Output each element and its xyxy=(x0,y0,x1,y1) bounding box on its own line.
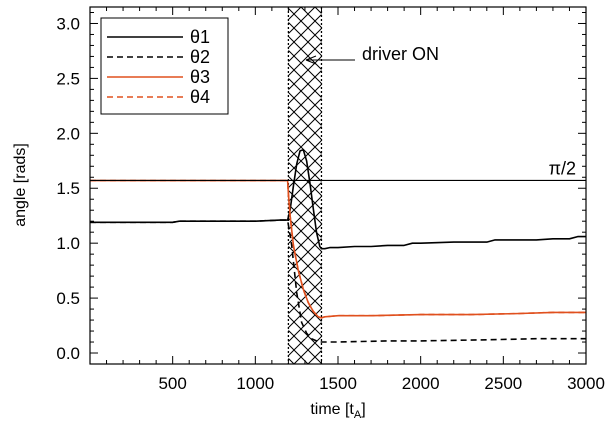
driver-annotation: driver ON xyxy=(305,44,439,65)
y-tick-label: 3.0 xyxy=(56,14,80,33)
legend-label-theta3: θ3 xyxy=(190,67,210,87)
x-tick-label: 500 xyxy=(158,374,186,393)
legend-label-theta2: θ2 xyxy=(190,47,210,67)
series-line-theta2 xyxy=(90,219,586,343)
series-line-theta1 xyxy=(90,149,586,250)
y-axis-label: angle [rads] xyxy=(12,143,29,227)
y-tick-label: 2.0 xyxy=(56,124,80,143)
annotation-arrow-head xyxy=(305,55,317,65)
x-tick-label: 2000 xyxy=(402,374,440,393)
legend-label-theta1: θ1 xyxy=(190,27,210,47)
x-tick-label: 3000 xyxy=(567,374,605,393)
y-tick-label: 2.5 xyxy=(56,69,80,88)
y-tick-label: 1.0 xyxy=(56,234,80,253)
x-axis-label: time [tA] xyxy=(310,401,365,421)
series-line-theta4 xyxy=(90,179,586,319)
legend-box xyxy=(100,17,229,115)
y-tick-label: 0.0 xyxy=(56,344,80,363)
y-tick-label: 1.5 xyxy=(56,179,80,198)
annotation-text: driver ON xyxy=(362,44,439,64)
x-tick-label: 1500 xyxy=(319,374,357,393)
x-tick-label: 1000 xyxy=(236,374,274,393)
y-tick-label: 0.5 xyxy=(56,289,80,308)
x-tick-label: 2500 xyxy=(484,374,522,393)
pi-half-label: π/2 xyxy=(549,158,576,178)
series-line-theta3 xyxy=(90,179,586,319)
legend-label-theta4: θ4 xyxy=(190,87,210,107)
